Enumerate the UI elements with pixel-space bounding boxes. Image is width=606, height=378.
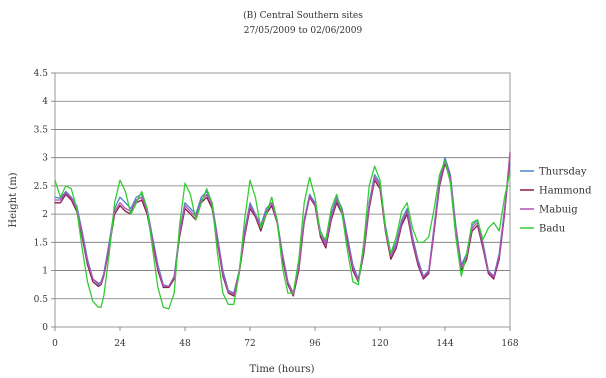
x-tick-label: 0 [52,339,58,349]
series-line-badu [54,159,511,310]
x-tick-label: 144 [436,339,453,349]
grid-lines [55,100,510,300]
y-tick-label: 2 [42,210,48,220]
x-tick-label: 96 [309,339,321,349]
x-tick-label: 168 [501,339,518,349]
x-axis-label: Time (hours) [249,364,314,375]
y-tick-label: 4.5 [34,69,49,79]
x-axis-ticks: 0 24 48 72 96 120 144 168 [52,327,519,349]
y-tick-label: 2.5 [34,182,49,192]
x-tick-label: 72 [244,339,255,349]
plot-area [54,72,511,328]
legend-label-mabuig: Mabuig [539,205,578,216]
chart-title: (B) Central Southern sites [243,10,363,21]
legend-label-hammond: Hammond [539,186,592,197]
x-tick-label: 120 [371,339,388,349]
chart-subtitle: 27/05/2009 to 02/06/2009 [244,26,363,36]
y-tick-label: 0.5 [34,295,49,305]
series-layer [54,151,511,310]
y-axis-ticks: 0 0.5 1 1.5 2 2.5 3 3.5 4 4.5 [34,69,55,333]
y-axis-label: Height (m) [8,172,19,227]
x-tick-label: 48 [179,339,191,349]
legend-label-thursday: Thursday [539,167,587,178]
y-tick-label: 3.5 [34,125,49,135]
x-tick-label: 24 [114,339,126,349]
y-tick-label: 4 [42,97,48,107]
y-tick-label: 0 [42,323,48,333]
legend-label-badu: Badu [539,224,566,235]
y-tick-label: 1.5 [34,238,49,248]
legend: Thursday Hammond Mabuig Badu [520,167,592,235]
y-tick-label: 3 [42,154,48,164]
y-tick-label: 1 [42,267,48,277]
